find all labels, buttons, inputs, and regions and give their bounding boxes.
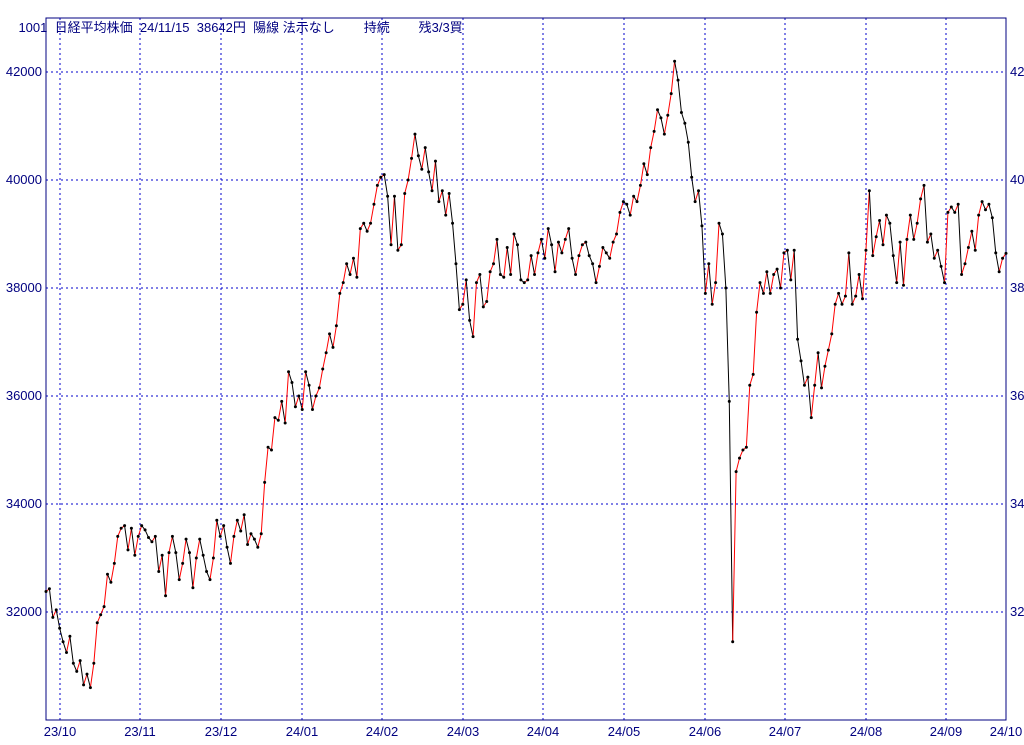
- svg-text:42000: 42000: [6, 64, 42, 79]
- date: 24/11/15: [140, 20, 190, 35]
- svg-text:36000: 36000: [1010, 388, 1024, 403]
- status: 持続: [364, 20, 390, 35]
- price: 38642円: [197, 20, 246, 35]
- svg-text:24/01: 24/01: [286, 724, 319, 739]
- svg-text:24/02: 24/02: [366, 724, 399, 739]
- signal: 法示なし: [283, 20, 335, 35]
- svg-text:23/12: 23/12: [205, 724, 238, 739]
- name: 日経平均株価: [55, 20, 133, 35]
- svg-text:23/11: 23/11: [124, 724, 156, 739]
- svg-text:24/03: 24/03: [447, 724, 480, 739]
- remain: 残3/3買: [419, 20, 463, 35]
- svg-text:36000: 36000: [6, 388, 42, 403]
- chart-header: 1001 日経平均株価 24/11/15 38642円 陽線 法示なし 持続 残…: [4, 2, 463, 51]
- svg-text:34000: 34000: [6, 496, 42, 511]
- svg-text:24/06: 24/06: [689, 724, 722, 739]
- svg-text:40000: 40000: [6, 172, 42, 187]
- svg-text:38000: 38000: [6, 280, 42, 295]
- svg-text:24/10: 24/10: [990, 724, 1023, 739]
- svg-text:23/10: 23/10: [44, 724, 77, 739]
- svg-text:24/09: 24/09: [930, 724, 963, 739]
- code: 1001: [18, 20, 47, 35]
- svg-text:42000: 42000: [1010, 64, 1024, 79]
- svg-text:24/05: 24/05: [608, 724, 641, 739]
- svg-text:24/08: 24/08: [850, 724, 883, 739]
- svg-text:32000: 32000: [6, 604, 42, 619]
- chart-root: 1001 日経平均株価 24/11/15 38642円 陽線 法示なし 持続 残…: [0, 0, 1024, 745]
- svg-text:24/07: 24/07: [769, 724, 802, 739]
- svg-text:38000: 38000: [1010, 280, 1024, 295]
- svg-text:34000: 34000: [1010, 496, 1024, 511]
- candle: 陽線: [253, 20, 279, 35]
- svg-text:32000: 32000: [1010, 604, 1024, 619]
- svg-text:24/04: 24/04: [527, 724, 560, 739]
- svg-text:40000: 40000: [1010, 172, 1024, 187]
- price-chart: 32000 32000 34000 34000 36000 36000 38000 38000…: [0, 0, 1024, 745]
